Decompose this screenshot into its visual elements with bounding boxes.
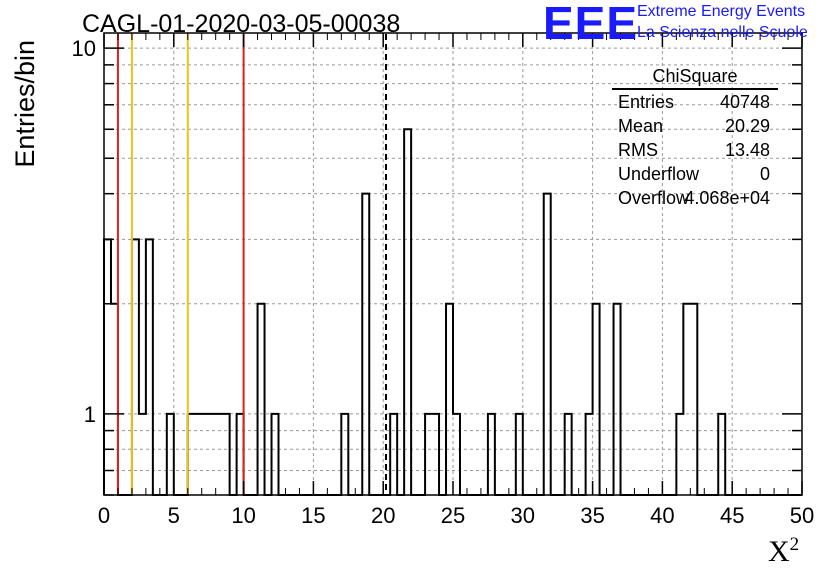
stats-key: Overflow <box>618 188 690 208</box>
x-tick-label: 50 <box>790 503 814 528</box>
x-tick-label: 5 <box>168 503 180 528</box>
stats-value: 13.48 <box>724 140 770 160</box>
y-axis-label: Entries/bin <box>10 40 40 168</box>
x-tick-label: 15 <box>301 503 325 528</box>
stats-key: RMS <box>618 140 658 160</box>
axis-ticks: 0 5 10 15 20 25 30 35 40 45 50 1 10 <box>72 33 814 528</box>
x-tick-label: 30 <box>511 503 535 528</box>
stats-value: 0 <box>759 164 770 184</box>
stats-row-entries: Entries 40748 <box>612 92 778 116</box>
x-tick-label: 35 <box>580 503 604 528</box>
x-tick-label: 0 <box>98 503 110 528</box>
y-tick-label: 1 <box>84 402 96 427</box>
x-axis-label-sup: 2 <box>789 534 800 555</box>
stats-row-rms: RMS 13.48 <box>612 140 778 164</box>
x-tick-label: 20 <box>371 503 395 528</box>
stats-title: ChiSquare <box>612 66 778 90</box>
stats-row-underflow: Underflow 0 <box>612 164 778 188</box>
x-tick-label: 10 <box>231 503 255 528</box>
stats-key: Underflow <box>618 164 700 184</box>
stats-value: 40748 <box>719 92 770 112</box>
logo-line1: Extreme Energy Events <box>637 3 806 20</box>
stats-box: ChiSquare Entries 40748 Mean 20.29 RMS 13.4… <box>612 66 778 212</box>
threshold-lines <box>116 34 387 494</box>
stats-row-overflow: Overflow 4.068e+04 <box>612 188 778 212</box>
x-axis-label-base: X <box>768 535 790 568</box>
logo-line2: La Scienza nelle Scuole <box>637 24 808 41</box>
chart-title: CAGL-01-2020-03-05-00038 <box>82 10 401 38</box>
x-tick-label: 45 <box>720 503 744 528</box>
stats-value: 4.068e+04 <box>684 188 770 208</box>
x-tick-label: 25 <box>441 503 465 528</box>
y-tick-label: 10 <box>72 36 96 61</box>
stats-value: 20.29 <box>724 116 770 136</box>
stats-key: Entries <box>618 92 675 112</box>
stats-row-mean: Mean 20.29 <box>612 116 778 140</box>
eee-logo: EEE <box>543 0 639 49</box>
stats-key: Mean <box>618 116 664 136</box>
x-tick-label: 40 <box>650 503 674 528</box>
grid-lines <box>104 33 802 496</box>
x-axis-label: X2 <box>768 534 799 569</box>
